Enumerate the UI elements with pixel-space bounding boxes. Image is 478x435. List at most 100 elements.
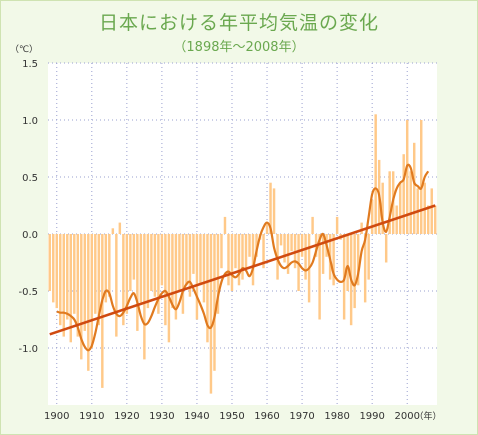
- bar: [420, 120, 423, 234]
- chart-title: 日本における年平均気温の変化: [98, 12, 379, 34]
- bar: [230, 234, 234, 291]
- y-tick-label: 0.5: [22, 173, 38, 184]
- bar: [360, 222, 363, 234]
- bar: [59, 234, 62, 326]
- bar: [139, 234, 143, 303]
- bar: [434, 205, 437, 234]
- bar: [171, 234, 174, 309]
- smoothed-line: [56, 163, 430, 352]
- bar: [66, 234, 69, 320]
- bar: [199, 234, 202, 286]
- x-tick-label: 1920: [114, 411, 139, 422]
- y-tick-label: 1.0: [22, 116, 38, 127]
- x-tick-label: 1980: [324, 411, 349, 422]
- bar: [223, 216, 227, 234]
- bar: [157, 234, 160, 314]
- bar: [122, 234, 125, 326]
- bar: [279, 234, 283, 246]
- x-tick-label: 1900: [44, 411, 69, 422]
- bar: [206, 234, 209, 343]
- bar: [304, 234, 307, 280]
- bar: [202, 234, 206, 303]
- bar: [283, 234, 286, 263]
- bar: [118, 222, 122, 234]
- bar: [52, 234, 55, 303]
- bar: [409, 171, 412, 234]
- bar: [265, 222, 269, 234]
- bar: [241, 234, 244, 280]
- bar: [367, 234, 370, 280]
- x-tick-label: 2000: [394, 411, 419, 422]
- x-unit-label: （年）: [414, 410, 441, 422]
- x-tick-label: 1940: [184, 411, 209, 422]
- bar: [125, 234, 129, 314]
- bar: [209, 234, 213, 394]
- bar: [318, 234, 321, 320]
- bar: [381, 182, 384, 234]
- bar: [167, 234, 171, 343]
- bar: [213, 234, 216, 371]
- bar: [255, 234, 258, 257]
- bar: [363, 234, 367, 303]
- bar: [398, 182, 402, 234]
- bar: [174, 234, 178, 320]
- bar: [220, 234, 223, 269]
- bar: [146, 234, 150, 309]
- bar: [311, 216, 314, 234]
- y-tick-label: 1.5: [22, 59, 38, 70]
- chart-subtitle: （1898年～2008年）: [173, 40, 305, 55]
- bar: [87, 234, 90, 371]
- bar: [384, 234, 388, 263]
- bar: [83, 234, 87, 331]
- bar: [412, 142, 416, 234]
- bar: [101, 234, 104, 388]
- bar: [76, 234, 80, 337]
- bar: [111, 228, 115, 234]
- bar: [234, 234, 237, 269]
- x-tick-label: 1990: [359, 411, 384, 422]
- bar: [262, 234, 265, 269]
- bar: [69, 234, 73, 343]
- bar: [129, 234, 132, 291]
- bar: [248, 234, 251, 257]
- bar: [195, 234, 199, 320]
- bar: [346, 234, 349, 291]
- bar: [237, 234, 241, 286]
- bar: [153, 234, 157, 297]
- bar: [62, 234, 65, 337]
- x-tick-label: 1960: [254, 411, 279, 422]
- bar: [188, 234, 192, 297]
- bar: [370, 199, 374, 234]
- trend-line: [49, 204, 436, 336]
- bar: [150, 234, 153, 291]
- bar: [48, 234, 51, 291]
- bar: [108, 234, 111, 297]
- bar: [97, 234, 101, 326]
- bar: [269, 182, 272, 234]
- bar: [356, 234, 360, 286]
- bar: [402, 154, 405, 234]
- bar: [430, 188, 433, 234]
- bar: [216, 234, 220, 314]
- bar: [90, 234, 94, 348]
- line-series: [49, 163, 436, 352]
- y-tick-label: 0.0: [22, 230, 38, 241]
- bar: [251, 234, 255, 286]
- bar: [332, 234, 335, 286]
- bar: [272, 188, 276, 234]
- bar: [427, 205, 430, 234]
- bar: [143, 234, 146, 360]
- bar: [353, 234, 356, 309]
- bar: [132, 234, 136, 280]
- x-tick-label: 1950: [219, 411, 244, 422]
- bar: [405, 120, 409, 234]
- bar: [192, 234, 195, 274]
- bar: [185, 234, 188, 286]
- bar: [388, 171, 391, 234]
- x-tick-label: 1970: [289, 411, 314, 422]
- bar: [160, 234, 164, 286]
- bar: [181, 234, 185, 314]
- bar: [374, 114, 377, 234]
- bar: [164, 234, 167, 326]
